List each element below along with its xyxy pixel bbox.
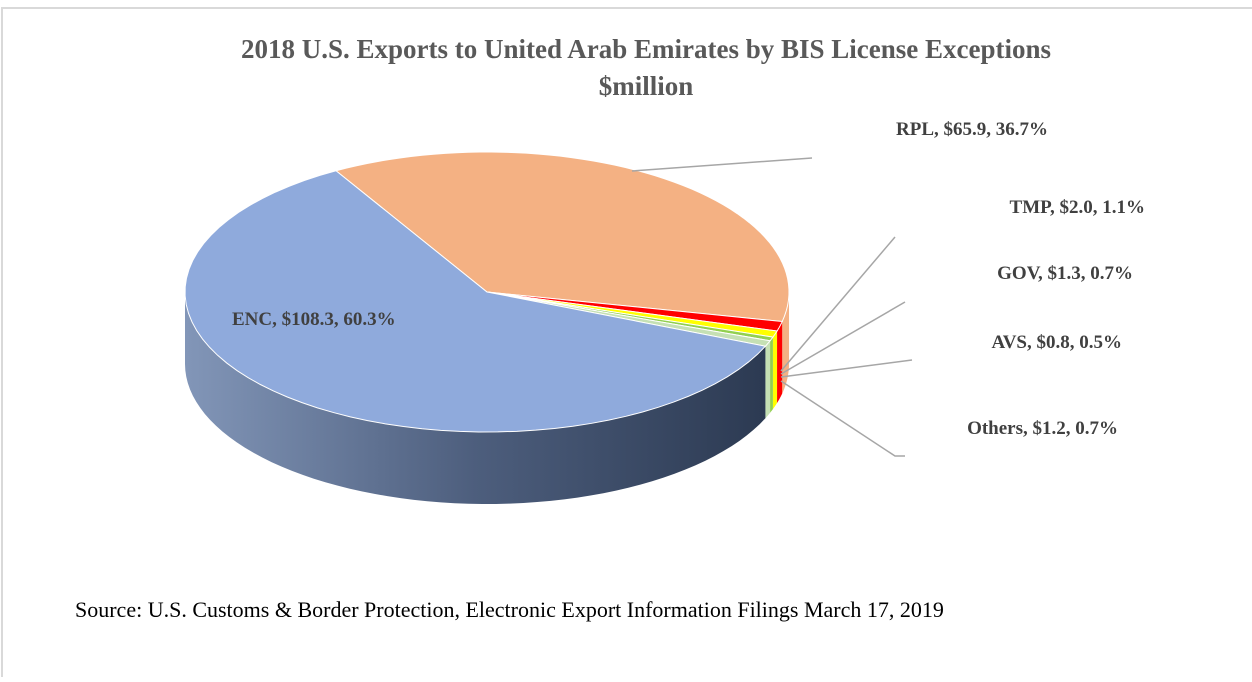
data-label: AVS, $0.8, 0.5% [991,332,1122,353]
category-label: AVS [991,332,1027,353]
separator: , [1081,263,1091,284]
category-label: GOV [997,263,1041,284]
slice-side [772,331,778,410]
data-label: ENC, $108.3, 60.3% [232,309,396,330]
slice-side [185,292,766,504]
percent-label: 0.5% [1079,332,1122,353]
separator: , [1066,418,1076,439]
chart-title: 2018 U.S. Exports to United Arab Emirate… [241,34,1051,64]
slice [334,151,790,323]
slice [184,170,767,433]
percent-label: 60.3% [343,309,395,330]
category-label: RPL [896,119,934,140]
frame [1,7,1252,677]
percent-label: 36.7% [996,119,1048,140]
leader-line [631,157,813,172]
separator: , [1070,332,1080,353]
value-label: $108.3 [282,309,334,330]
value-label: $2.0 [1060,197,1093,218]
category-label: Others [967,418,1023,439]
data-label: Others, $1.2, 0.7% [967,418,1118,439]
separator: , [1050,197,1060,218]
separator: , [1027,332,1037,353]
data-label: GOV, $1.3, 0.7% [997,263,1133,284]
source-note: Source: U.S. Customs & Border Protection… [75,597,944,622]
separator: , [986,119,996,140]
value-label: $1.2 [1033,418,1066,439]
separator: , [1038,263,1048,284]
leader-line [780,301,906,375]
category-label: TMP [1010,197,1053,218]
percent-label: 0.7% [1090,263,1133,284]
value-label: $65.9 [944,119,987,140]
slice-side [777,321,783,404]
value-label: $1.3 [1048,263,1081,284]
leader-line [780,380,905,457]
slice-side [765,340,771,419]
data-label: TMP, $2.0, 1.1% [1010,197,1145,218]
percent-label: 1.1% [1102,197,1145,218]
separator: , [1023,418,1033,439]
separator: , [934,119,944,140]
separator: , [334,309,344,330]
leader-line [780,236,896,372]
separator: , [1093,197,1103,218]
data-label: RPL, $65.9, 36.7% [896,119,1048,140]
value-label: $0.8 [1037,332,1070,353]
leader-line [780,359,913,378]
separator: , [272,309,282,330]
category-label: ENC [232,309,272,330]
percent-label: 0.7% [1075,418,1118,439]
chart-subtitle: $million [599,71,694,101]
slice-side [770,337,773,413]
